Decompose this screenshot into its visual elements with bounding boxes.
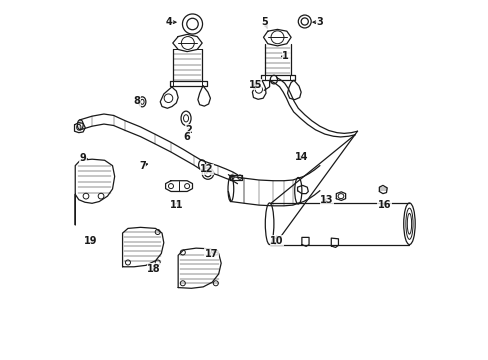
Text: 16: 16 <box>377 200 390 210</box>
Text: 12: 12 <box>200 164 213 174</box>
Text: 13: 13 <box>320 195 333 205</box>
Text: 14: 14 <box>295 152 308 162</box>
Text: 2: 2 <box>185 125 192 135</box>
Text: 19: 19 <box>84 236 98 246</box>
Text: 7: 7 <box>139 161 145 171</box>
Text: 11: 11 <box>169 200 183 210</box>
Text: 4: 4 <box>165 17 172 27</box>
Text: 15: 15 <box>248 80 262 90</box>
Text: 10: 10 <box>269 236 283 246</box>
Text: 5: 5 <box>260 17 267 27</box>
Text: 1: 1 <box>282 51 288 61</box>
Text: 3: 3 <box>316 17 323 27</box>
Text: 18: 18 <box>147 264 161 274</box>
Text: 9: 9 <box>80 153 86 163</box>
Text: 6: 6 <box>183 132 190 142</box>
Text: 17: 17 <box>204 248 218 258</box>
Text: 8: 8 <box>133 96 140 106</box>
